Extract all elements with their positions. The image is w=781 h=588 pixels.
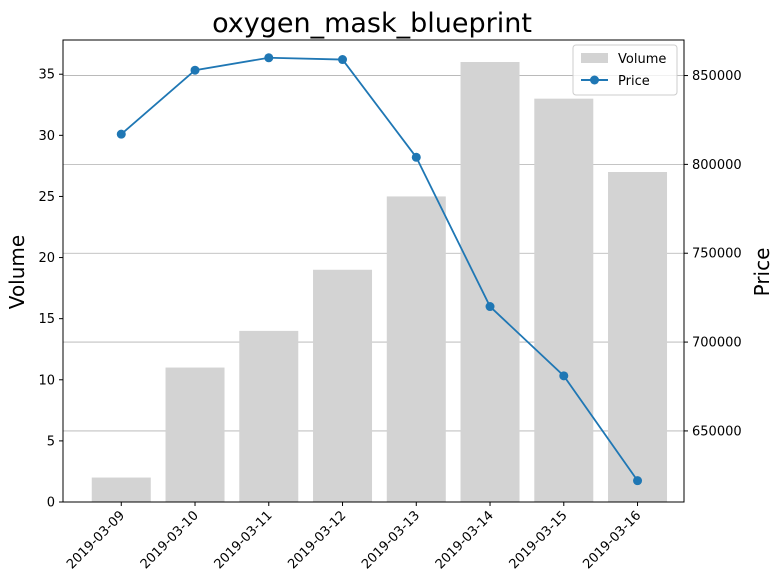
x-tick-label: 2019-03-10 xyxy=(138,508,202,572)
volume-bar xyxy=(460,62,520,502)
price-point xyxy=(411,152,421,162)
left-y-axis: 0 5 10 15 20 25 30 35 xyxy=(38,68,63,511)
volume-bar xyxy=(165,367,225,502)
left-tick-label: 10 xyxy=(38,373,55,388)
x-tick-label: 2019-03-13 xyxy=(359,508,423,572)
legend-volume-swatch xyxy=(581,53,608,63)
left-tick-label: 0 xyxy=(47,496,55,511)
x-tick-label: 2019-03-15 xyxy=(507,508,571,572)
right-tick-label: 650000 xyxy=(692,424,742,439)
price-line xyxy=(120,56,639,482)
x-tick-label: 2019-03-14 xyxy=(433,508,497,572)
price-point xyxy=(485,302,495,312)
price-point xyxy=(264,53,274,63)
legend-price-label: Price xyxy=(618,74,650,89)
right-y-axis: 650000 700000 750000 800000 850000 xyxy=(684,69,742,439)
legend-volume-label: Volume xyxy=(618,52,666,67)
x-axis: 2019-03-09 2019-03-10 2019-03-11 2019-03-12… xyxy=(64,502,644,572)
legend-price-marker xyxy=(590,75,599,85)
price-point xyxy=(190,65,200,75)
right-tick-label: 800000 xyxy=(692,158,742,173)
left-tick-label: 30 xyxy=(38,129,55,144)
right-tick-label: 700000 xyxy=(692,336,742,351)
price-point xyxy=(116,129,126,139)
left-tick-label: 5 xyxy=(47,434,55,449)
right-axis-title: Price xyxy=(750,248,774,297)
x-tick-label: 2019-03-11 xyxy=(212,508,276,572)
price-line-series xyxy=(116,53,643,486)
volume-bar xyxy=(386,196,446,502)
chart-title: oxygen_mask_blueprint xyxy=(212,8,532,39)
plot-frame xyxy=(62,39,685,503)
x-tick-label: 2019-03-16 xyxy=(580,508,644,572)
legend: Volume Price xyxy=(572,44,678,96)
volume-bars xyxy=(91,62,668,503)
left-tick-label: 25 xyxy=(38,190,55,205)
left-tick-label: 20 xyxy=(38,251,55,266)
x-tick-label: 2019-03-09 xyxy=(64,508,128,572)
volume-bar xyxy=(608,172,668,502)
volume-bar xyxy=(239,330,299,502)
right-tick-label: 850000 xyxy=(692,69,742,84)
left-axis-title: Volume xyxy=(5,235,29,309)
volume-bar xyxy=(91,477,151,502)
volume-bar xyxy=(313,269,373,502)
right-tick-label: 750000 xyxy=(692,247,742,262)
price-point xyxy=(338,55,348,65)
price-point xyxy=(559,371,569,381)
left-tick-label: 15 xyxy=(38,312,55,327)
left-tick-label: 35 xyxy=(38,68,55,83)
volume-bar xyxy=(534,98,594,503)
price-point xyxy=(633,476,643,486)
x-tick-label: 2019-03-12 xyxy=(285,508,349,572)
